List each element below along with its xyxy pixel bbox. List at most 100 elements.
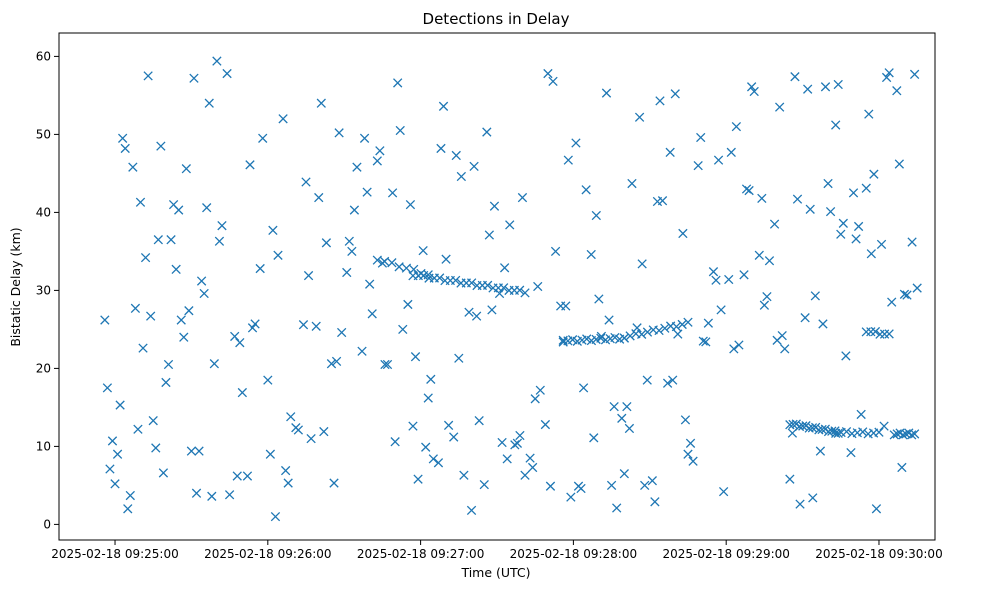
detection-marker xyxy=(744,185,754,196)
detection-marker xyxy=(909,429,920,439)
detection-marker xyxy=(258,133,268,143)
detection-marker xyxy=(263,375,273,385)
detection-marker xyxy=(795,499,805,509)
detection-marker xyxy=(416,268,426,279)
detection-marker xyxy=(515,285,525,295)
detection-marker xyxy=(627,178,637,189)
detection-marker xyxy=(123,504,133,514)
detection-marker xyxy=(449,432,459,442)
detection-marker xyxy=(214,236,225,246)
detection-marker xyxy=(390,437,400,447)
detection-marker xyxy=(118,133,128,143)
detection-marker xyxy=(545,481,556,491)
detection-marker xyxy=(326,359,337,369)
detection-marker xyxy=(469,161,479,172)
detection-marker xyxy=(617,413,627,423)
detection-marker xyxy=(410,352,421,362)
detection-marker xyxy=(436,143,446,154)
detection-marker xyxy=(421,442,431,452)
detection-marker xyxy=(673,329,683,339)
detection-marker xyxy=(759,300,770,310)
detection-marker xyxy=(731,121,742,132)
detection-marker xyxy=(497,437,507,448)
detection-marker xyxy=(222,68,232,79)
detection-marker xyxy=(314,192,324,203)
detection-marker xyxy=(450,275,461,286)
detection-marker xyxy=(394,262,404,272)
detection-marker xyxy=(398,324,408,335)
detection-marker xyxy=(232,471,242,481)
detection-marker xyxy=(762,291,772,302)
detection-marker xyxy=(242,471,253,481)
detection-marker xyxy=(711,275,721,285)
detection-marker xyxy=(739,270,749,280)
detection-marker xyxy=(451,150,461,161)
detection-marker xyxy=(851,234,861,244)
detection-marker xyxy=(489,201,500,211)
detection-marker xyxy=(153,235,163,245)
detection-marker xyxy=(869,169,879,179)
detection-marker xyxy=(688,456,698,466)
detection-marker xyxy=(884,329,894,339)
detection-marker xyxy=(831,120,841,130)
detection-marker xyxy=(163,359,174,370)
detection-marker xyxy=(482,127,492,137)
detection-marker xyxy=(112,449,123,459)
detection-marker xyxy=(140,252,151,263)
detection-marker xyxy=(168,199,179,210)
detection-marker xyxy=(708,267,719,277)
detection-marker xyxy=(199,288,209,299)
detection-marker xyxy=(810,291,820,301)
detection-marker xyxy=(270,511,281,522)
detection-marker xyxy=(838,218,848,228)
detection-marker xyxy=(685,438,696,448)
detection-marker xyxy=(520,288,530,298)
detection-marker xyxy=(606,480,617,491)
detection-marker xyxy=(403,299,413,310)
detection-marker xyxy=(409,264,419,275)
detection-marker xyxy=(853,221,864,232)
detection-marker xyxy=(729,344,739,354)
detection-marker xyxy=(907,237,917,247)
detection-marker xyxy=(146,311,156,321)
detection-marker xyxy=(713,155,724,165)
detection-marker xyxy=(861,183,871,193)
detection-marker xyxy=(428,454,438,464)
detection-marker xyxy=(209,359,219,369)
detection-marker xyxy=(535,385,545,395)
detection-marker xyxy=(591,210,601,221)
detection-marker xyxy=(331,356,342,367)
detection-marker xyxy=(894,159,905,169)
x-tick-label: 2025-02-18 09:28:00 xyxy=(510,547,637,561)
detection-marker xyxy=(329,478,339,488)
detection-marker xyxy=(858,427,868,437)
detection-marker xyxy=(499,263,510,273)
detection-marker xyxy=(352,162,362,172)
detection-marker xyxy=(871,504,882,514)
detection-marker xyxy=(319,426,329,437)
detection-marker xyxy=(790,72,800,82)
detection-marker xyxy=(441,254,451,264)
detection-marker xyxy=(677,319,687,330)
detection-marker xyxy=(316,98,326,108)
detection-marker xyxy=(533,281,543,292)
detection-marker xyxy=(494,288,505,299)
detection-marker xyxy=(912,283,922,293)
detection-marker xyxy=(100,315,110,325)
detection-marker xyxy=(344,236,354,246)
detection-marker xyxy=(505,220,515,230)
detection-marker xyxy=(586,249,596,260)
detection-marker xyxy=(423,393,433,403)
detection-marker xyxy=(382,359,393,370)
detection-marker xyxy=(818,319,828,329)
detection-marker xyxy=(550,246,561,257)
detection-marker xyxy=(512,438,523,448)
detection-marker xyxy=(683,317,693,327)
detection-marker xyxy=(624,423,635,434)
detection-marker xyxy=(298,320,309,330)
detection-marker xyxy=(128,162,138,172)
detection-marker xyxy=(642,327,653,337)
detection-marker xyxy=(634,112,645,122)
detection-marker xyxy=(426,374,436,384)
detection-marker xyxy=(466,278,477,288)
